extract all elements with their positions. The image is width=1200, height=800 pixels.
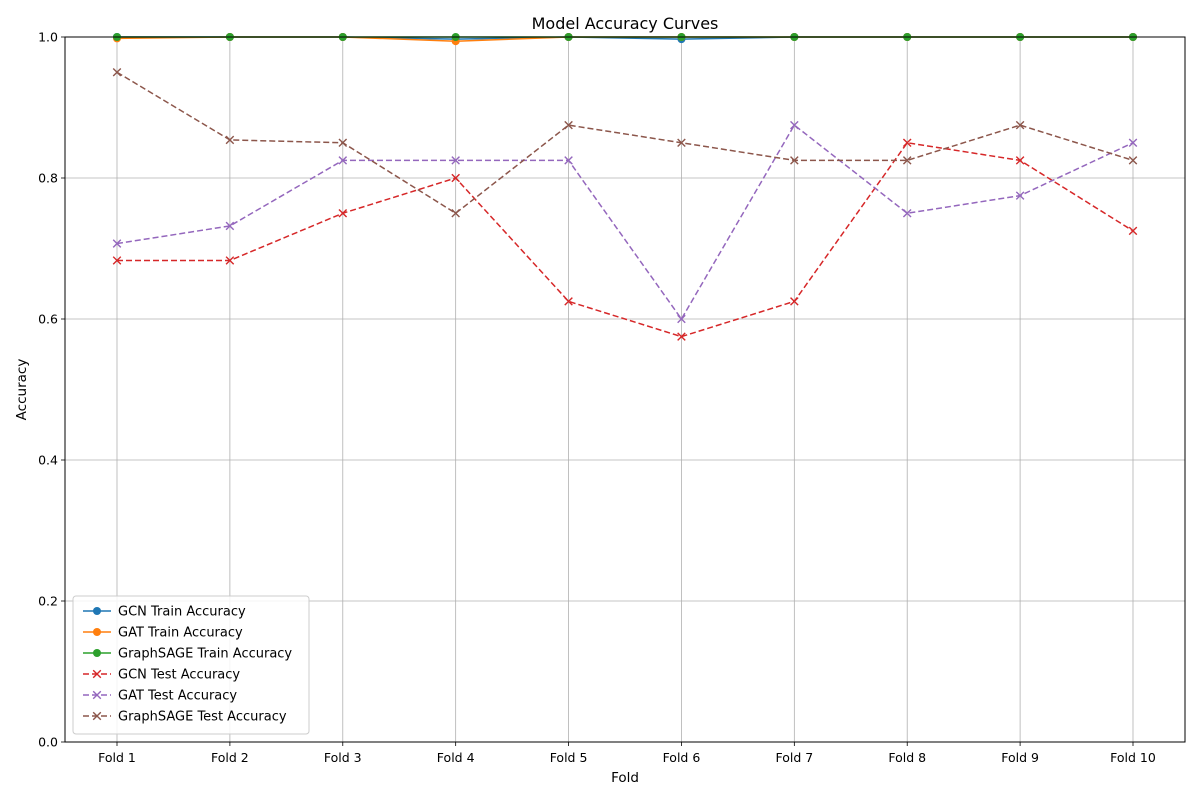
legend-marker bbox=[92, 669, 102, 679]
data-point bbox=[112, 67, 122, 77]
y-axis-title: Accuracy bbox=[14, 359, 30, 421]
data-point bbox=[564, 297, 573, 306]
data-point bbox=[451, 173, 460, 183]
data-point bbox=[1128, 156, 1138, 165]
plot-frame bbox=[64, 36, 1186, 743]
data-point bbox=[451, 156, 460, 165]
legend-label: GCN Train Accuracy bbox=[118, 605, 246, 620]
legend-label: GAT Train Accuracy bbox=[118, 626, 243, 641]
data-point bbox=[790, 120, 799, 130]
legend-marker bbox=[92, 711, 102, 721]
data-point bbox=[225, 256, 235, 265]
data-point bbox=[1015, 191, 1025, 200]
data-point bbox=[1015, 120, 1025, 130]
series-graphsage-test-accuracy bbox=[112, 67, 1138, 218]
legend-marker bbox=[93, 628, 101, 636]
legend-marker bbox=[93, 607, 101, 615]
data-point bbox=[1128, 226, 1138, 236]
chart-title: Model Accuracy Curves bbox=[532, 14, 719, 33]
data-point bbox=[338, 208, 348, 218]
y-tick-label: 0.4 bbox=[38, 453, 58, 468]
data-point bbox=[677, 332, 686, 341]
x-axis-title: Fold bbox=[611, 770, 639, 786]
data-point bbox=[225, 221, 235, 231]
data-point bbox=[338, 156, 348, 165]
data-point bbox=[564, 120, 573, 130]
legend-box bbox=[72, 595, 310, 735]
data-point bbox=[451, 208, 460, 218]
series-line-gcn-test-accuracy bbox=[117, 141, 1134, 338]
legend-label: GraphSAGE Test Accuracy bbox=[118, 710, 287, 725]
y-tick-label: 0.2 bbox=[38, 594, 58, 609]
data-point bbox=[112, 239, 122, 248]
data-point bbox=[1015, 156, 1025, 165]
legend-item-gcn-test-accuracy: GCN Test Accuracy bbox=[83, 668, 240, 683]
data-point bbox=[902, 156, 912, 165]
legend-item-gat-test-accuracy: GAT Test Accuracy bbox=[83, 689, 237, 704]
x-tick-label: Fold 10 bbox=[1110, 750, 1156, 765]
series-gcn-test-accuracy bbox=[112, 138, 1138, 341]
data-point bbox=[902, 138, 912, 148]
legend-item-gcn-train-accuracy: GCN Train Accuracy bbox=[83, 605, 246, 620]
data-point bbox=[902, 208, 912, 218]
x-tick-label: Fold 4 bbox=[437, 750, 475, 765]
x-tick-label: Fold 7 bbox=[775, 750, 813, 765]
data-point bbox=[677, 314, 686, 324]
legend-marker bbox=[93, 649, 101, 657]
x-tick-label: Fold 6 bbox=[663, 750, 701, 765]
x-tick-label: Fold 9 bbox=[1001, 750, 1039, 765]
legend-item-graphsage-train-accuracy: GraphSAGE Train Accuracy bbox=[83, 647, 292, 662]
y-tick-label: 0.8 bbox=[38, 171, 58, 186]
legend-label: GAT Test Accuracy bbox=[118, 689, 237, 704]
x-tick-label: Fold 2 bbox=[211, 750, 249, 765]
data-point bbox=[790, 156, 799, 165]
legend-item-gat-train-accuracy: GAT Train Accuracy bbox=[83, 626, 243, 641]
y-tick-label: 0.6 bbox=[38, 312, 58, 327]
series-gat-test-accuracy bbox=[112, 120, 1138, 324]
x-tick-label: Fold 8 bbox=[888, 750, 926, 765]
y-tick-label: 1.0 bbox=[38, 30, 58, 45]
legend: GCN Train Accuracy GAT Train Accuracy Grap… bbox=[72, 595, 310, 735]
data-point bbox=[225, 135, 235, 145]
data-point bbox=[790, 297, 799, 306]
data-point bbox=[338, 138, 348, 148]
y-tick-label: 0.0 bbox=[38, 735, 58, 750]
data-point bbox=[564, 156, 573, 165]
x-tick-label: Fold 1 bbox=[98, 750, 136, 765]
legend-marker bbox=[92, 690, 102, 700]
data-point bbox=[677, 138, 686, 148]
axis-layer: Fold 1 Fold 2 Fold 3 Fold 4 Fold 5 Fold 6 Fold… bbox=[38, 30, 1156, 766]
series-line-gat-test-accuracy bbox=[116, 124, 1134, 321]
series-line-graphsage-test-accuracy bbox=[116, 71, 1134, 215]
x-tick-label: Fold 5 bbox=[550, 750, 588, 765]
data-point bbox=[1128, 138, 1138, 148]
x-tick-label: Fold 3 bbox=[324, 750, 362, 765]
legend-item-graphsage-test-accuracy: GraphSAGE Test Accuracy bbox=[83, 710, 287, 725]
legend-label: GraphSAGE Train Accuracy bbox=[118, 647, 292, 662]
data-point bbox=[112, 256, 122, 265]
legend-label: GCN Test Accuracy bbox=[118, 668, 240, 683]
